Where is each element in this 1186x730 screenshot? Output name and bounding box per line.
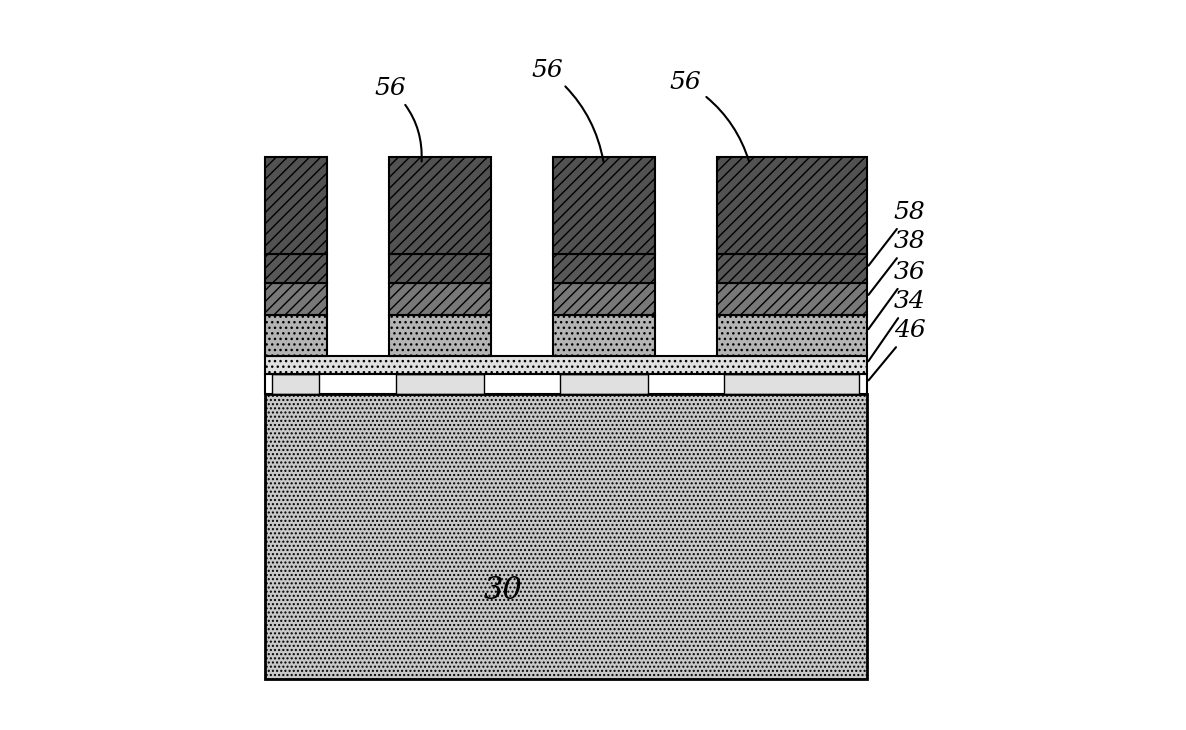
- Bar: [272, 374, 319, 394]
- Text: 36: 36: [868, 261, 925, 329]
- Bar: [560, 374, 648, 394]
- Bar: [396, 374, 484, 394]
- Bar: [389, 254, 491, 283]
- Bar: [718, 283, 867, 315]
- Bar: [553, 315, 655, 356]
- Bar: [264, 315, 326, 356]
- Bar: [264, 356, 867, 374]
- Text: 46: 46: [868, 319, 925, 380]
- Bar: [264, 157, 326, 254]
- Bar: [725, 374, 860, 394]
- Bar: [718, 315, 867, 356]
- Bar: [718, 254, 867, 283]
- Bar: [553, 157, 655, 254]
- Bar: [264, 374, 867, 394]
- Bar: [264, 394, 867, 679]
- Bar: [553, 254, 655, 283]
- Text: 38: 38: [868, 230, 925, 295]
- Text: 30: 30: [484, 575, 522, 606]
- Text: 34: 34: [868, 290, 925, 361]
- Text: 56: 56: [531, 58, 604, 161]
- Text: 56: 56: [670, 71, 750, 161]
- Text: 58: 58: [868, 201, 925, 266]
- Bar: [264, 254, 326, 283]
- Bar: [718, 157, 867, 254]
- Bar: [264, 283, 326, 315]
- Bar: [389, 315, 491, 356]
- Bar: [389, 283, 491, 315]
- Bar: [389, 157, 491, 254]
- Text: 56: 56: [374, 77, 422, 161]
- Bar: [553, 283, 655, 315]
